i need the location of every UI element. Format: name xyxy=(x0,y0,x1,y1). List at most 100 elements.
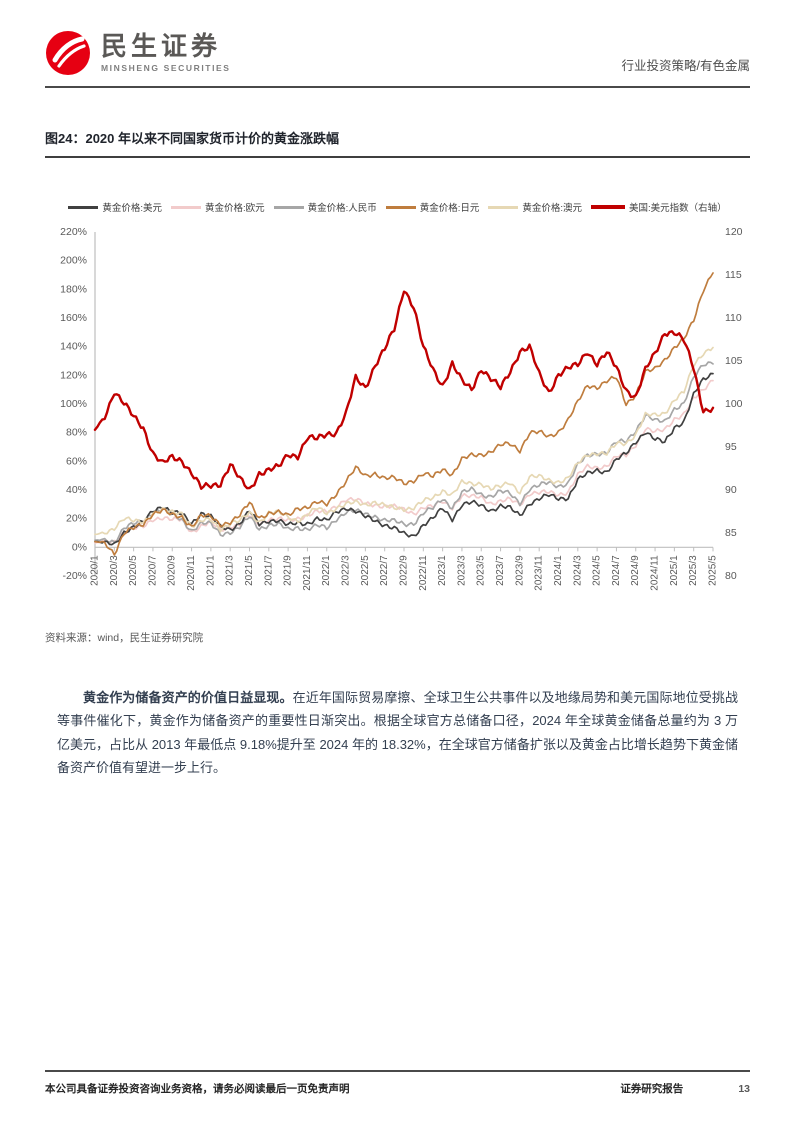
logo-en-text: MINSHENG SECURITIES xyxy=(101,63,231,74)
legend-label: 黄金价格:人民币 xyxy=(307,203,377,214)
legend-item: 黄金价格:美元 xyxy=(68,200,162,214)
legend-label: 黄金价格:澳元 xyxy=(522,203,583,214)
right-axis-tick-label: 90 xyxy=(725,484,737,496)
x-axis-tick-label: 2021/7 xyxy=(263,555,274,586)
left-axis-tick-label: 0% xyxy=(72,541,87,553)
x-axis-tick-label: 2025/1 xyxy=(669,555,680,586)
page-footer: 本公司具备证券投资咨询业务资格，请务必阅读最后一页免责声明 证券研究报告 13 xyxy=(45,1070,750,1096)
x-axis-tick-label: 2023/11 xyxy=(534,555,545,591)
logo-text: 民生证券 MINSHENG SECURITIES xyxy=(101,33,231,73)
left-axis-tick-label: 120% xyxy=(60,369,87,381)
series-line xyxy=(93,290,715,490)
left-axis-tick-label: 40% xyxy=(66,484,87,496)
x-axis-tick-label: 2023/5 xyxy=(476,555,487,586)
legend-item: 黄金价格:人民币 xyxy=(273,200,377,214)
legend-item: 黄金价格:澳元 xyxy=(488,200,582,214)
x-axis-tick-label: 2021/5 xyxy=(244,555,255,586)
x-axis-tick-label: 2024/3 xyxy=(572,555,583,586)
right-axis-tick-label: 80 xyxy=(725,570,737,582)
legend-label: 黄金价格:欧元 xyxy=(204,203,265,214)
x-axis-tick-label: 2021/9 xyxy=(283,555,294,586)
paragraph-lead-bold: 黄金作为储备资产的价值日益显现。 xyxy=(83,690,293,705)
footer-disclaimer: 本公司具备证券投资咨询业务资格，请务必阅读最后一页免责声明 xyxy=(45,1083,350,1095)
x-axis-tick-label: 2022/1 xyxy=(321,555,332,586)
legend-label: 黄金价格:日元 xyxy=(419,203,480,214)
right-axis-tick-label: 110 xyxy=(725,312,742,324)
body-paragraph: 黄金作为储备资产的价值日益显现。在近年国际贸易摩擦、全球卫生公共事件以及地缘局势… xyxy=(57,686,738,780)
right-axis-tick-label: 120 xyxy=(725,226,743,238)
footer-report-type: 证券研究报告 xyxy=(620,1083,684,1095)
footer-right: 证券研究报告 13 xyxy=(620,1081,750,1096)
left-axis-tick-label: 60% xyxy=(66,455,87,467)
x-axis-tick-label: 2020/3 xyxy=(109,555,120,586)
page-number: 13 xyxy=(738,1083,750,1095)
left-axis-tick-label: 140% xyxy=(60,341,87,353)
x-axis-tick-label: 2024/1 xyxy=(553,555,564,586)
source-note: 资料来源：wind，民生证券研究院 xyxy=(45,632,204,644)
legend-label: 美国:美元指数（右轴） xyxy=(629,203,727,214)
x-axis-tick-label: 2024/9 xyxy=(630,555,641,586)
x-axis-tick-label: 2025/3 xyxy=(688,555,699,586)
left-axis-tick-label: 80% xyxy=(66,427,87,439)
series-line xyxy=(94,272,714,556)
x-axis-tick-label: 2022/9 xyxy=(399,555,410,586)
minsheng-logo: 民生证券 MINSHENG SECURITIES xyxy=(45,30,231,76)
x-axis-tick-label: 2021/3 xyxy=(225,555,236,586)
series-line xyxy=(94,361,714,544)
series-line xyxy=(94,372,714,546)
chart-legend: 黄金价格:美元 黄金价格:欧元 黄金价格:人民币 黄金价格:日元 黄金价格:澳元 美国:美… xyxy=(45,200,750,214)
x-axis-tick-label: 2022/3 xyxy=(341,555,352,586)
legend-item: 美国:美元指数（右轴） xyxy=(591,200,727,214)
page-header: 民生证券 MINSHENG SECURITIES 行业投资策略/有色金属 xyxy=(45,30,750,88)
right-axis-tick-label: 85 xyxy=(725,527,737,539)
x-axis-tick-label: 2025/5 xyxy=(708,555,719,586)
x-axis-tick-label: 2021/1 xyxy=(205,555,216,586)
legend-swatch xyxy=(591,205,626,209)
x-axis-tick-label: 2020/9 xyxy=(167,555,178,586)
legend-item: 黄金价格:欧元 xyxy=(170,200,265,214)
figure-block: 图24：2020 年以来不同国家货币计价的黄金涨跌幅 黄金价格:美元 黄金价格:欧… xyxy=(45,128,750,645)
x-axis-tick-label: 2020/5 xyxy=(128,555,139,586)
left-axis-tick-label: 160% xyxy=(60,312,87,324)
paragraph-text: 在近年国际贸易摩擦、全球卫生公共事件以及地缘局势和美元国际地位受挑战等事件催化下… xyxy=(57,690,738,776)
left-axis-tick-label: 220% xyxy=(60,226,87,238)
x-axis-tick-label: 2022/7 xyxy=(379,555,390,586)
chart-svg: 220% 200% 180% 160% 140% 120% 100% 80% 60% 40% 20%… xyxy=(60,226,743,591)
right-axis-tick-label: 95 xyxy=(725,441,737,453)
legend-swatch xyxy=(488,205,519,209)
right-axis-tick-label: 105 xyxy=(725,355,743,367)
x-axis-tick-label: 2022/11 xyxy=(418,555,429,591)
figure-title: 图24：2020 年以来不同国家货币计价的黄金涨跌幅 xyxy=(45,128,750,158)
left-axis-tick-label: 200% xyxy=(60,255,87,267)
series-line xyxy=(94,346,714,536)
legend-swatch xyxy=(68,205,99,209)
x-axis-tick-label: 2020/11 xyxy=(186,555,197,591)
x-axis-tick-label: 2021/11 xyxy=(302,555,313,591)
x-axis-tick-label: 2024/5 xyxy=(592,555,603,586)
x-axis-tick-label: 2023/3 xyxy=(456,555,467,586)
logo-cn-text: 民生证券 xyxy=(101,31,222,62)
x-axis-tick-label: 2020/1 xyxy=(90,555,101,586)
x-axis-tick-label: 2023/7 xyxy=(495,555,506,586)
x-axis-tick-label: 2020/7 xyxy=(147,555,158,586)
series-line xyxy=(94,379,714,544)
legend-swatch xyxy=(170,205,201,209)
right-axis-tick-label: 115 xyxy=(725,269,742,281)
x-axis-tick-label: 2022/5 xyxy=(360,555,371,586)
x-axis-tick-label: 2024/11 xyxy=(650,555,661,591)
legend-label: 黄金价格:美元 xyxy=(102,203,162,214)
x-axis-tick-label: 2023/1 xyxy=(437,555,448,586)
x-axis-tick-label: 2023/9 xyxy=(514,555,525,586)
left-axis-tick-label: -20% xyxy=(62,570,87,582)
left-axis-tick-label: 20% xyxy=(66,513,87,525)
left-axis-tick-label: 100% xyxy=(60,398,87,410)
legend-swatch xyxy=(385,205,416,209)
minsheng-logo-icon xyxy=(46,31,90,75)
left-axis-tick-label: 180% xyxy=(60,283,87,295)
right-axis-tick-label: 100 xyxy=(725,398,743,410)
legend-item: 黄金价格:日元 xyxy=(385,200,480,214)
legend-swatch xyxy=(273,205,304,209)
report-category: 行业投资策略/有色金属 xyxy=(621,59,750,73)
x-axis-tick-label: 2024/7 xyxy=(611,555,622,586)
